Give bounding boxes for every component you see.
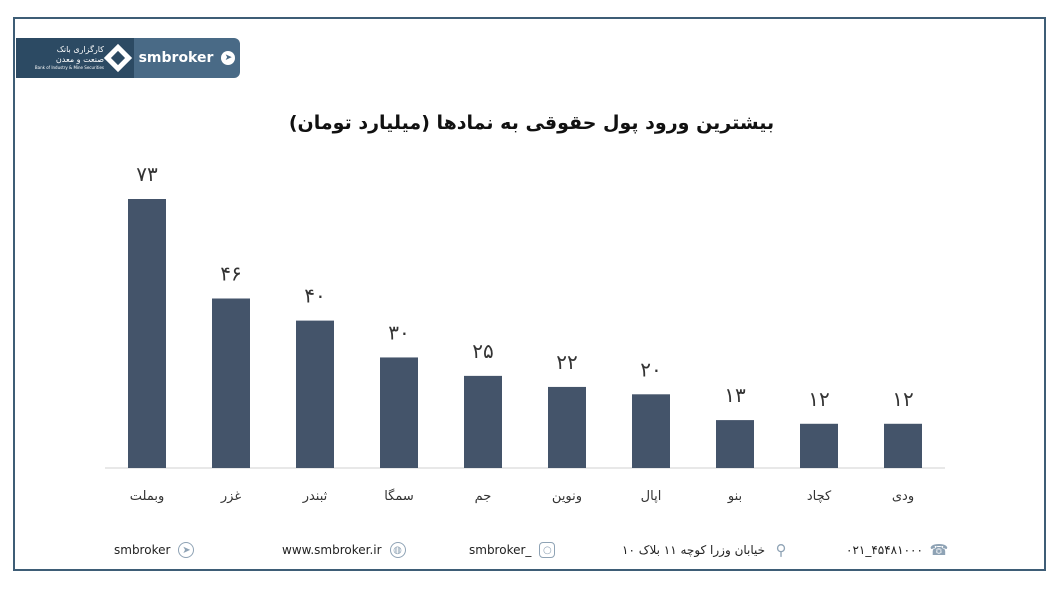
footer-telegram-text: smbroker [114, 543, 171, 557]
category-label: ثبندر [302, 489, 328, 504]
footer-phone: ۰۲۱_۴۵۴۸۱۰۰۰ ☎ [846, 541, 949, 559]
footer-website-text: www.smbroker.ir [282, 543, 382, 557]
bank-name-line1: کارگزاری بانک [56, 45, 104, 54]
brand-banner: کارگزاری بانک صنعت و معدن Bank of Indust… [16, 38, 240, 78]
chart-frame [13, 17, 1046, 571]
footer: smbroker ➤ www.smbroker.ir ◍ smbroker_ ○… [14, 538, 1045, 564]
category-label: کچاد [807, 489, 832, 504]
bar [464, 375, 502, 468]
bar [296, 320, 334, 468]
bar [716, 420, 754, 468]
category-label: ودی [892, 489, 914, 504]
bar [884, 423, 922, 468]
data-label: ۱۳ [724, 383, 746, 407]
bar [380, 357, 418, 468]
data-label: ۱۲ [892, 387, 913, 411]
bar [800, 423, 838, 468]
instagram-icon: ○ [539, 542, 556, 558]
bank-name: کارگزاری بانک صنعت و معدن Bank of Indust… [35, 45, 104, 71]
category-label: ونوین [552, 489, 582, 504]
telegram-icon: ➤ [178, 542, 195, 558]
data-label: ۳۰ [388, 320, 409, 344]
phone-icon: ☎ [929, 541, 949, 559]
data-label: ۲۰ [640, 357, 661, 381]
category-label: غزر [220, 489, 241, 504]
category-label: جم [475, 489, 492, 504]
data-label: ۷۳ [136, 162, 158, 186]
footer-instagram[interactable]: smbroker_ ○ [469, 542, 556, 558]
data-label: ۱۲ [808, 387, 829, 411]
bank-name-line2: صنعت و معدن [55, 55, 104, 64]
bank-logo-block: کارگزاری بانک صنعت و معدن Bank of Indust… [16, 38, 134, 78]
footer-telegram[interactable]: smbroker ➤ [114, 542, 195, 558]
telegram-icon: ➤ [221, 51, 236, 65]
bar [548, 386, 586, 468]
bar [128, 199, 166, 468]
footer-instagram-text: smbroker_ [469, 543, 532, 557]
data-label: ۴۶ [220, 261, 241, 285]
bar [632, 394, 670, 468]
category-label: بنو [727, 489, 742, 504]
channel-name: smbroker [138, 50, 214, 66]
footer-address-text: خیابان وزرا کوچه ۱۱ بلاک ۱۰ [622, 543, 766, 557]
chart-title: بیشترین ورود پول حقوقی به نمادها (میلیار… [288, 112, 775, 134]
category-label: وبملت [130, 489, 164, 504]
data-label: ۴۰ [304, 284, 325, 308]
location-pin-icon: ⚲ [775, 541, 787, 559]
data-label: ۲۲ [556, 350, 577, 374]
data-label: ۲۵ [472, 339, 493, 363]
globe-icon: ◍ [389, 542, 406, 558]
telegram-channel-badge[interactable]: smbroker ➤ [134, 38, 240, 78]
footer-website[interactable]: www.smbroker.ir ◍ [282, 542, 406, 558]
bank-name-en: Bank of Industry & Mine Securities [34, 65, 104, 70]
category-label: اپال [641, 489, 662, 504]
bar [212, 298, 250, 468]
footer-phone-text: ۰۲۱_۴۵۴۸۱۰۰۰ [846, 543, 923, 557]
footer-address: خیابان وزرا کوچه ۱۱ بلاک ۱۰ ⚲ [622, 541, 789, 559]
category-label: سمگا [384, 488, 414, 504]
